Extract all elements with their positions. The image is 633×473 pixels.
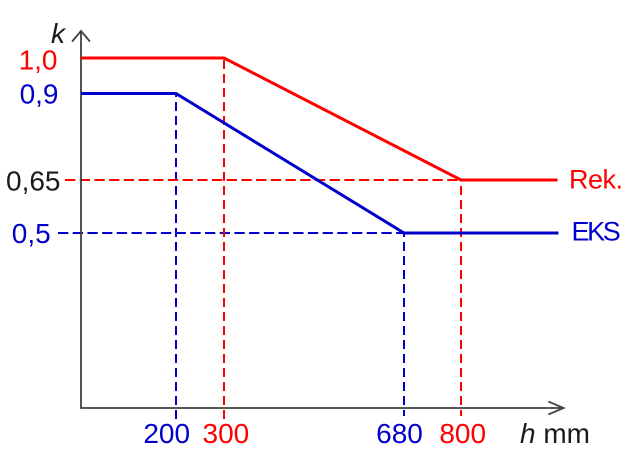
svg-text:EKS: EKS (572, 217, 620, 247)
svg-text:Rek.: Rek. (569, 165, 623, 195)
svg-text:0,65: 0,65 (6, 166, 61, 197)
svg-text:800: 800 (439, 418, 486, 449)
svg-text:0,9: 0,9 (20, 79, 59, 110)
svg-text:1,0: 1,0 (19, 45, 58, 76)
svg-text:680: 680 (376, 418, 423, 449)
svg-text:k: k (51, 18, 67, 49)
svg-text:h mm: h mm (520, 418, 590, 449)
svg-text:300: 300 (203, 418, 250, 449)
svg-text:0,5: 0,5 (12, 218, 51, 249)
svg-text:200: 200 (143, 418, 190, 449)
